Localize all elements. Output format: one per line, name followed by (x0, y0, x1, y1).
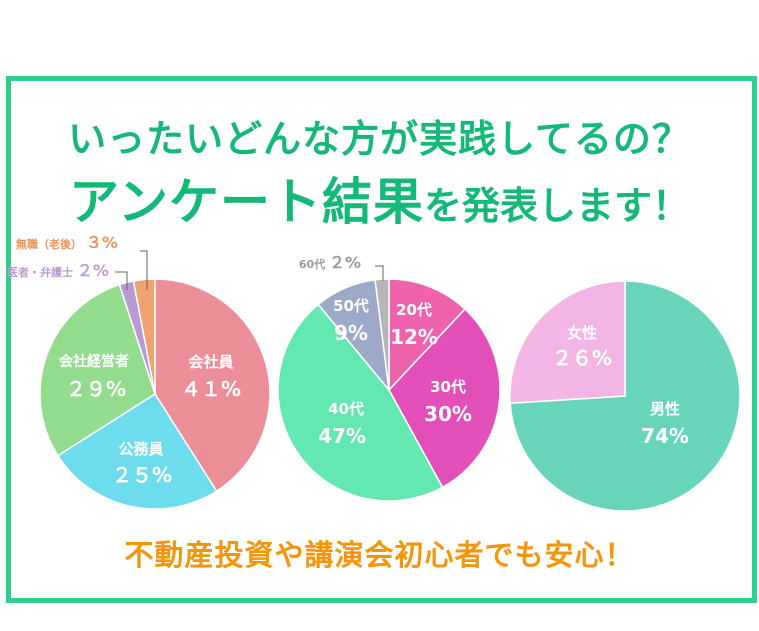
pie-chart-3: 男性 74% 女性 ２６% (509, 280, 741, 512)
pie-slice (509, 280, 626, 405)
slice-name: 女性 (567, 324, 597, 342)
pie-slice (388, 278, 467, 392)
slice-value: 74% (641, 424, 689, 448)
slice-name: 公務員 (118, 440, 163, 458)
slice-value: ４１% (181, 377, 241, 401)
leader-line (375, 265, 384, 281)
slice-value: ２９% (66, 377, 126, 401)
slice-value: ２% (77, 261, 109, 280)
slice-name: 60代 (299, 257, 329, 271)
slice-value: ２% (329, 253, 361, 272)
slice-label: 医者・弁護士 ２% (7, 261, 109, 280)
slice-name: 無職（老後） (16, 237, 86, 251)
pie-chart-2: 20代 12% 30代 30% 40代 47% 50代 9% 60代 ２% (277, 253, 501, 502)
pie-slice (56, 392, 218, 510)
slice-value: ２６% (552, 346, 612, 370)
slice-label: 無職（老後） ３% (16, 233, 118, 252)
slice-value: 9% (334, 321, 368, 345)
slice-value: 30% (424, 402, 472, 426)
headline-announce-suffix: を発表します！ (423, 184, 690, 228)
slice-value: 47% (318, 424, 366, 448)
leader-line (115, 271, 128, 290)
pie-slice (374, 278, 390, 391)
slice-name: 男性 (650, 400, 680, 418)
headline-survey-results: アンケート結果 (68, 173, 424, 231)
slice-value: 12% (390, 325, 438, 349)
leader-line (140, 250, 148, 290)
slice-name: 50代 (333, 297, 369, 315)
slice-name: 会社経営者 (59, 353, 129, 370)
headline-question: いったいどんな方が実践してるの？ (68, 117, 691, 161)
content-frame (6, 76, 757, 603)
footer-reassurance: 不動産投資や講演会初心者でも安心！ (124, 538, 635, 572)
slice-label: 60代 ２% (299, 253, 361, 272)
pie-slice (388, 308, 501, 489)
slice-name: 20代 (396, 301, 432, 319)
slice-value: ３% (86, 233, 118, 252)
pie-slice (132, 278, 156, 395)
pie-slice (39, 283, 156, 457)
slice-name: 医者・弁護士 (7, 265, 77, 279)
slice-value: ２５% (112, 463, 172, 487)
headline-announcement: アンケート結果を発表します！ (0, 162, 759, 234)
pie-slice (277, 303, 444, 502)
slice-name: 40代 (328, 400, 364, 418)
slice-name: 30代 (430, 378, 466, 396)
slice-name: 会社員 (188, 353, 233, 371)
pie-chart-1: 会社員 ４１% 公務員 ２５% 会社経営者 ２９% 医者・弁護士 ２% 無職（老後） ３% (7, 233, 271, 510)
